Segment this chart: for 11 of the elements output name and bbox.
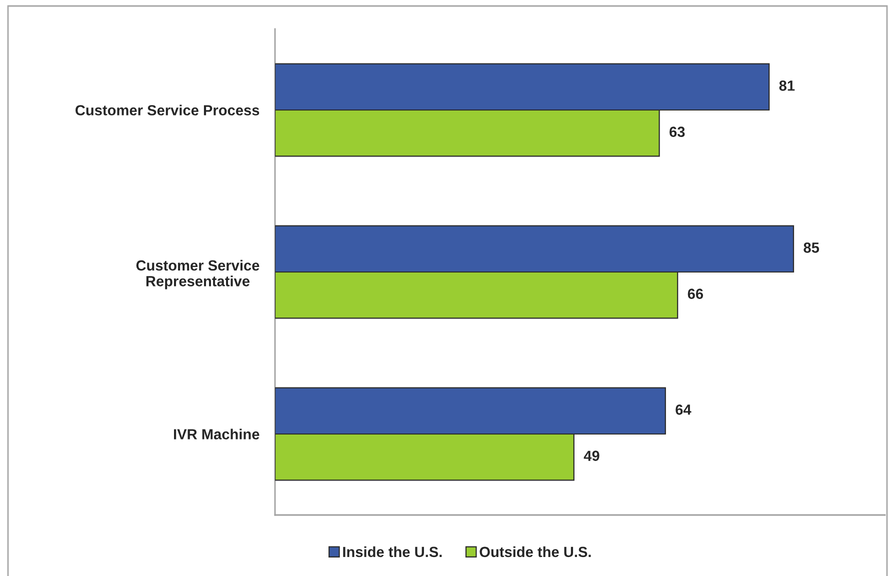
legend-label: Outside the U.S. bbox=[480, 546, 591, 558]
data-label: 85 bbox=[804, 242, 820, 253]
data-label: 64 bbox=[676, 404, 692, 415]
y-tick-label: Customer Service Representative bbox=[136, 260, 260, 290]
legend-label: Inside the U.S. bbox=[343, 546, 442, 558]
data-label: 63 bbox=[670, 126, 685, 138]
data-label: 49 bbox=[584, 450, 600, 461]
data-label: 81 bbox=[779, 80, 795, 91]
y-tick-label: IVR Machine bbox=[174, 428, 260, 440]
data-label: 66 bbox=[688, 288, 704, 299]
y-tick-label: Customer Service Process bbox=[76, 104, 260, 116]
